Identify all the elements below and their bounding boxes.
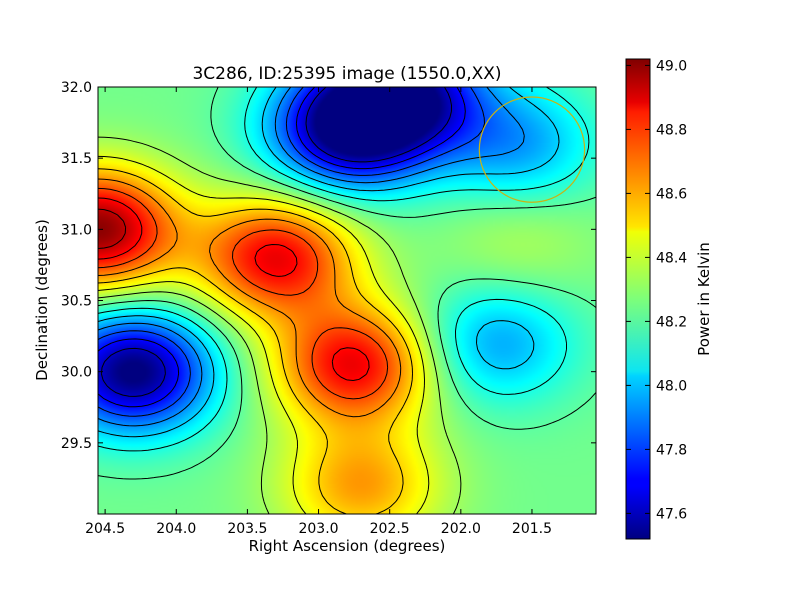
x-axis-label: Right Ascension (degrees) bbox=[249, 537, 446, 555]
x-tick-label: 203.5 bbox=[227, 521, 267, 537]
contour-line bbox=[98, 155, 430, 514]
contour-line bbox=[98, 208, 127, 249]
x-axis: 204.5 204.0 203.5 203.0 202.5 202.0 201.5 bbox=[85, 87, 552, 537]
colorbar: 47.6 47.8 48.0 48.2 48.4 48.6 48.8 49.0 Power i… bbox=[625, 58, 713, 540]
contour-line bbox=[98, 87, 596, 480]
colorbar-label: Power in Kelvin bbox=[695, 242, 713, 356]
contour-lines bbox=[98, 87, 596, 514]
contour-line bbox=[98, 178, 402, 418]
y-tick-label: 29.5 bbox=[61, 436, 92, 452]
x-tick-label: 202.0 bbox=[441, 521, 481, 537]
y-tick-label: 30.5 bbox=[61, 294, 92, 310]
contour-line bbox=[98, 87, 590, 452]
contour-line bbox=[98, 168, 413, 514]
contour-line bbox=[100, 87, 452, 397]
colorbar-tick-label: 48.4 bbox=[656, 250, 687, 266]
contour-line bbox=[98, 87, 466, 408]
heatmap-image bbox=[98, 87, 596, 514]
contour-line bbox=[98, 136, 462, 514]
colorbar-tick-label: 47.8 bbox=[656, 442, 687, 458]
x-tick-label: 202.5 bbox=[370, 521, 410, 537]
contour-line bbox=[98, 187, 389, 400]
colorbar-tick-label: 48.0 bbox=[656, 378, 687, 394]
colorbar-tick-label: 48.2 bbox=[656, 314, 687, 330]
contour-line bbox=[98, 87, 560, 438]
colorbar-gradient bbox=[625, 58, 651, 540]
y-tick-label: 32.0 bbox=[61, 80, 92, 96]
colorbar-tick-label: 48.8 bbox=[656, 122, 687, 138]
y-axis-label: Declination (degrees) bbox=[33, 219, 51, 381]
x-tick-label: 204.5 bbox=[85, 521, 125, 537]
colorbar-tick-label: 48.6 bbox=[656, 186, 687, 202]
beam-circle-annotation bbox=[478, 96, 586, 203]
contour-line bbox=[98, 197, 370, 381]
colorbar-tick-label: 47.6 bbox=[656, 506, 687, 522]
y-tick-label: 30.0 bbox=[61, 365, 92, 381]
colorbar-ticks: 47.6 47.8 48.0 48.2 48.4 48.6 48.8 49.0 bbox=[626, 58, 687, 522]
y-tick-label: 31.5 bbox=[61, 151, 92, 167]
chart-title: 3C286, ID:25395 image (1550.0,XX) bbox=[192, 64, 501, 84]
x-tick-label: 203.0 bbox=[298, 521, 338, 537]
x-tick-label: 201.5 bbox=[512, 521, 552, 537]
x-tick-label: 204.0 bbox=[156, 521, 196, 537]
y-tick-label: 31.0 bbox=[61, 222, 92, 238]
y-axis: 29.5 30.0 30.5 31.0 31.5 32.0 bbox=[61, 80, 596, 452]
contour-line bbox=[98, 87, 525, 427]
contour-line bbox=[98, 87, 485, 417]
colorbar-tick-label: 49.0 bbox=[656, 58, 687, 74]
plot-area bbox=[97, 86, 597, 515]
